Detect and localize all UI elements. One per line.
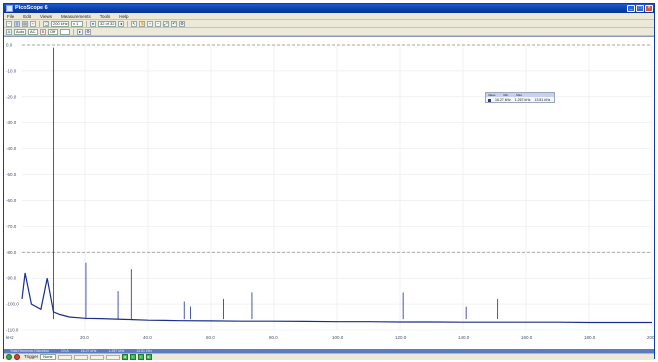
capture-count-field[interactable]: 32 of 32 bbox=[98, 20, 116, 27]
nav-first-button[interactable]: ◂ bbox=[121, 354, 128, 360]
trigger-label: Trigger bbox=[24, 354, 39, 359]
measbar-value: 16.27 kHz bbox=[80, 349, 97, 353]
nav-prev-button[interactable]: ‹ bbox=[129, 354, 136, 360]
timebase-icon: ⌚ bbox=[43, 20, 49, 27]
spectrum-mode-icon[interactable]: ▥ bbox=[14, 20, 20, 27]
spectrum-trace bbox=[21, 272, 652, 324]
measurement-min: 1.267 kHz bbox=[514, 98, 531, 102]
menu-file[interactable]: File bbox=[7, 13, 15, 19]
x-tick-label: 100.0 bbox=[332, 335, 344, 340]
y-tick-label: -40.0 bbox=[6, 146, 17, 151]
y-tick-label: 0.0 bbox=[6, 43, 13, 48]
scope-mode-icon[interactable]: ~ bbox=[6, 20, 12, 27]
measurement-header-value: Value bbox=[488, 93, 496, 97]
spectrum-plot[interactable]: 0.0 -10.0 -20.0 -30.0 -40.0 -50.0 -60.0 -70.0 -8… bbox=[4, 37, 654, 350]
x-tick-label: 200.0 bbox=[647, 335, 654, 340]
channel-toolbar: A Auto AC B Off ▸ ⚙ bbox=[4, 28, 654, 36]
capture-icon[interactable]: ● bbox=[90, 20, 96, 27]
sample-multiplier-select[interactable]: x 1 bbox=[71, 20, 83, 27]
channel-b-select[interactable]: Off bbox=[48, 28, 58, 35]
menu-edit[interactable]: Edit bbox=[23, 13, 32, 19]
trigger-mode-select[interactable]: None bbox=[40, 354, 56, 360]
stop-capture-button[interactable] bbox=[14, 354, 20, 360]
nav-next-button[interactable]: › bbox=[137, 354, 144, 360]
status-bar: Trigger None ◂ ‹ › ▸ bbox=[4, 353, 654, 360]
settings-icon[interactable]: ⚙ bbox=[179, 20, 185, 27]
undo-zoom-icon[interactable]: ↶ bbox=[171, 20, 177, 27]
measbar-min: 1.267 kHz bbox=[108, 349, 125, 353]
x-tick-label: 40.0 bbox=[143, 335, 152, 340]
nav-last-button[interactable]: ▸ bbox=[145, 354, 152, 360]
zoom-out-icon[interactable]: − bbox=[155, 20, 161, 27]
y-tick-label: -110.0 bbox=[6, 328, 19, 333]
x-tick-label: 180.0 bbox=[584, 335, 596, 340]
measbar-max: 13.81 kHz bbox=[136, 349, 152, 353]
y-tick-label: -10.0 bbox=[6, 68, 17, 73]
y-tick-label: -70.0 bbox=[6, 224, 17, 229]
main-toolbar: ~ ▥ ▤ ⌁ ⌚ 200 kHz x 1 ● 32 of 32 ◂ ↖ ✋ +… bbox=[4, 20, 654, 28]
x-tick-label: 80.0 bbox=[269, 335, 278, 340]
trigger-field-4[interactable] bbox=[105, 354, 120, 360]
minimize-button[interactable]: _ bbox=[627, 5, 635, 12]
trigger-field-2[interactable] bbox=[73, 354, 88, 360]
measbar-name: Total Harmonic Distortion bbox=[10, 349, 50, 353]
coupling-select[interactable]: AC bbox=[28, 28, 38, 35]
menu-measurements[interactable]: Measurements bbox=[60, 13, 91, 19]
pointer-tool-icon[interactable]: ↖ bbox=[131, 20, 137, 27]
measurement-header-min: Min bbox=[503, 93, 509, 97]
persistence-mode-icon[interactable]: ▤ bbox=[22, 20, 28, 27]
measurement-max: 13.81 kHz bbox=[534, 98, 551, 102]
title-bar: PicoScope 6 _ □ × bbox=[4, 4, 654, 13]
y-tick-label: -80.0 bbox=[6, 250, 17, 255]
trigger-field-3[interactable] bbox=[89, 354, 104, 360]
y-tick-label: -90.0 bbox=[6, 276, 17, 281]
measbar-channel: Ch A bbox=[61, 349, 69, 353]
menu-help[interactable]: Help bbox=[119, 13, 129, 19]
probe-icon[interactable]: ⌁ bbox=[30, 20, 36, 27]
x-tick-label: 120.0 bbox=[395, 335, 407, 340]
menu-bar: File Edit Views Measurements Tools Help bbox=[4, 13, 654, 20]
timebase-select[interactable]: 200 kHz bbox=[51, 20, 69, 27]
buffer-nav-icon[interactable]: ◂ bbox=[118, 20, 124, 27]
series-swatch bbox=[488, 98, 491, 102]
spectrum-view[interactable]: 0.0 -10.0 -20.0 -30.0 -40.0 -50.0 -60.0 -70.0 -8… bbox=[4, 36, 654, 349]
app-logo-icon bbox=[6, 5, 13, 12]
menu-views[interactable]: Views bbox=[40, 13, 52, 19]
y-tick-label: -30.0 bbox=[6, 120, 17, 125]
y-tick-label: -100.0 bbox=[6, 302, 19, 307]
channel-b-coupling-select[interactable] bbox=[60, 28, 70, 35]
menu-tools[interactable]: Tools bbox=[99, 13, 111, 19]
measurements-bar: Total Harmonic Distortion Ch A 16.27 kHz… bbox=[4, 349, 654, 353]
x-tick-label: 60.0 bbox=[206, 335, 215, 340]
zoom-fit-icon[interactable]: ⤢ bbox=[163, 20, 169, 27]
start-capture-button[interactable] bbox=[6, 354, 12, 360]
measurement-table: Value Min Max 16.27 kHz 1.267 kHz 13.81 … bbox=[485, 92, 555, 103]
channel-a-icon[interactable]: A bbox=[6, 28, 12, 35]
x-tick-label: 140.0 bbox=[458, 335, 470, 340]
x-tick-label: 160.0 bbox=[521, 335, 533, 340]
x-unit-label: kHz bbox=[6, 335, 14, 340]
channel-options-icon[interactable]: ▸ bbox=[77, 28, 83, 35]
window-title: PicoScope 6 bbox=[15, 5, 48, 11]
close-button[interactable]: × bbox=[645, 5, 653, 12]
channel-settings-icon[interactable]: ⚙ bbox=[85, 28, 91, 35]
hand-tool-icon[interactable]: ✋ bbox=[139, 20, 145, 27]
y-tick-label: -50.0 bbox=[6, 172, 17, 177]
trigger-field-1[interactable] bbox=[57, 354, 72, 360]
zoom-in-icon[interactable]: + bbox=[147, 20, 153, 27]
channel-a-range-select[interactable]: Auto bbox=[14, 28, 26, 35]
x-tick-label: 20.0 bbox=[80, 335, 89, 340]
app-window: PicoScope 6 _ □ × File Edit Views Measur… bbox=[3, 3, 655, 360]
measurement-value: 16.27 kHz bbox=[495, 98, 511, 102]
maximize-button[interactable]: □ bbox=[636, 5, 644, 12]
y-tick-label: -60.0 bbox=[6, 198, 17, 203]
y-tick-label: -20.0 bbox=[6, 94, 17, 99]
measurement-header-max: Max bbox=[516, 93, 522, 97]
channel-b-icon[interactable]: B bbox=[40, 28, 46, 35]
